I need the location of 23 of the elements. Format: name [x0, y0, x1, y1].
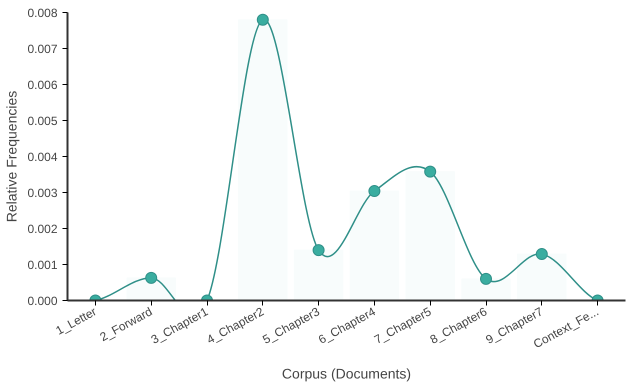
y-tick-label: 0.003	[27, 186, 58, 200]
y-tick-label: 0.000	[27, 294, 58, 308]
y-tick-label: 0.001	[27, 258, 58, 272]
point	[256, 14, 269, 26]
bar	[405, 171, 455, 300]
bar	[517, 254, 567, 300]
bar	[294, 250, 344, 300]
y-tick-label: 0.002	[27, 222, 58, 236]
point	[145, 272, 158, 284]
point	[424, 166, 436, 178]
point	[312, 244, 325, 256]
point	[368, 185, 380, 198]
y-tick-label: 0.008	[27, 6, 58, 20]
y-axis-title: Relative Frequencies	[3, 90, 20, 222]
point	[536, 248, 548, 260]
y-tick-label: 0.007	[27, 42, 58, 56]
point	[480, 272, 492, 285]
y-tick-label: 0.006	[27, 78, 58, 92]
x-axis-title: Corpus (Documents)	[282, 365, 412, 382]
y-tick-label: 0.005	[27, 114, 58, 128]
bar	[238, 19, 288, 300]
bar	[350, 190, 400, 300]
y-tick-label: 0.004	[27, 150, 58, 164]
